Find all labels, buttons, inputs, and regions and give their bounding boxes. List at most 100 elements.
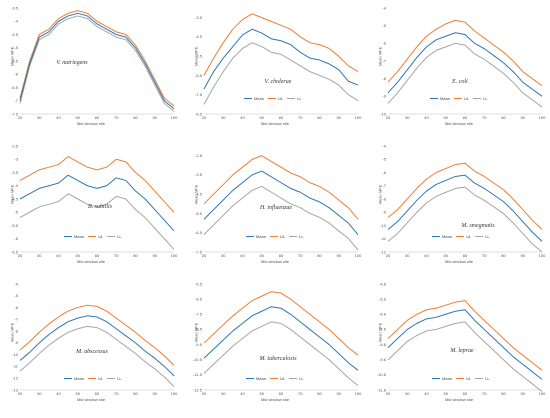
x-tick-label: 30	[405, 391, 410, 396]
x-tick-label: 100	[355, 115, 362, 120]
y-tick-label: -7.5	[195, 92, 203, 97]
x-tick-label: 40	[56, 391, 61, 396]
series-line-ul	[19, 156, 175, 213]
y-axis-label: Mean MFE	[377, 184, 383, 205]
series-line-mean	[387, 309, 543, 380]
x-tick-label: 80	[501, 391, 506, 396]
legend-item-mean: Mean	[246, 376, 266, 381]
series-line-ul	[387, 300, 543, 371]
x-tick-label: 100	[171, 391, 178, 396]
chart-legend: Mean UL LL	[64, 376, 122, 381]
x-tick-label: 20	[202, 115, 207, 120]
chart-panel-7: 20 30 40 50 60 70 80 90 100 -12.5 -11.5 -10.5 -9.5 -8…	[186, 278, 364, 410]
series-line-ll	[387, 42, 543, 108]
series-line-mean	[19, 12, 175, 110]
chart-svg: 20 30 40 50 60 70 80 90 100 -6.5 -6 -5.5 -5 -4.5 -4 -3.…	[11, 143, 178, 258]
y-tick-label: -4	[14, 281, 18, 286]
series-line-ul	[19, 304, 175, 366]
y-tick-label: -7.6	[379, 327, 387, 332]
x-tick-label: 60	[279, 391, 284, 396]
y-tick-label: -10	[380, 223, 387, 228]
legend-swatch	[244, 97, 252, 100]
series-line-ll	[203, 321, 359, 386]
x-tick-label: 60	[463, 253, 468, 258]
chart-title: B. subtilis	[87, 204, 112, 210]
y-axis-label: Mean MFE	[193, 184, 199, 205]
y-tick-label: -5	[14, 45, 18, 50]
x-tick-label: 30	[221, 115, 226, 120]
y-axis-label: Mean MFE	[377, 46, 383, 67]
x-tick-label: 70	[298, 115, 303, 120]
y-axis-label: Mean MFE	[193, 322, 199, 343]
y-tick-label: -7.5	[195, 249, 203, 254]
legend-swatch	[473, 97, 482, 100]
y-tick-label: -7	[14, 317, 18, 322]
legend-label: UL	[466, 376, 472, 381]
y-tick-label: -3.5	[195, 172, 203, 177]
x-tick-label: 50	[76, 253, 81, 258]
y-tick-label: -7.5	[11, 111, 19, 116]
y-tick-label: -5.5	[195, 211, 203, 216]
x-tick-label: 80	[501, 115, 506, 120]
chart-title: M. leprae	[450, 348, 474, 354]
x-tick-label: 90	[521, 115, 526, 120]
x-axis-label: Mid window site	[76, 397, 106, 402]
y-tick-label: -8.5	[195, 111, 203, 116]
chart-panel-5: 20 30 40 50 60 70 80 90 100 -12 -11 -10 -9 -8 -7 -6 -5 -4…	[370, 140, 548, 272]
x-tick-label: 70	[482, 253, 487, 258]
legend-label: LL	[117, 234, 122, 239]
legend-label: LL	[485, 234, 490, 239]
y-tick-label: -5	[14, 210, 18, 215]
chart-svg: 20 30 40 50 60 70 80 90 100 -7.5 -7 -6.5 -6 -5.5 -5 -4.…	[11, 5, 178, 120]
x-tick-label: 70	[114, 115, 119, 120]
chart-title: E. coli	[452, 79, 468, 85]
x-tick-label: 90	[153, 253, 158, 258]
y-tick-label: -7.5	[195, 312, 203, 317]
chart-panel-6: 20 30 40 50 60 70 80 90 100 -13 -12 -11 -10 -9 -8 -7 -6 -…	[2, 278, 180, 410]
x-axis-label: Mid window site	[260, 397, 290, 402]
chart-title: H. influenzae	[260, 205, 292, 211]
x-tick-label: 50	[260, 253, 265, 258]
x-tick-label: 60	[95, 115, 100, 120]
legend-swatch	[270, 235, 279, 238]
y-tick-label: -7	[14, 98, 18, 103]
x-tick-label: 80	[317, 253, 322, 258]
x-tick-label: 30	[221, 253, 226, 258]
legend-item-ll: LL	[287, 96, 302, 101]
x-tick-label: 20	[202, 253, 207, 258]
legend-item-mean: Mean	[64, 234, 84, 239]
x-axis-label: Mid window site	[76, 259, 106, 264]
y-tick-label: -3.5	[11, 5, 19, 10]
legend-swatch	[64, 235, 72, 238]
y-tick-label: -5	[382, 23, 386, 28]
chart-legend: Mean UL LL	[430, 96, 488, 101]
series-line-mean	[19, 315, 175, 377]
legend-label: Mean	[256, 234, 267, 239]
series-line-ul	[203, 155, 359, 220]
chart-panel-2: 20 30 40 50 60 70 80 90 100 -10 -9 -8 -7 -6 -5 -4 Mean …	[370, 2, 548, 134]
x-tick-label: 100	[171, 253, 178, 258]
x-tick-label: 90	[521, 253, 526, 258]
x-tick-label: 40	[56, 253, 61, 258]
series-line-ul	[19, 10, 175, 107]
x-tick-label: 40	[424, 115, 429, 120]
legend-label: UL	[98, 376, 104, 381]
y-tick-label: -2.5	[195, 153, 203, 158]
y-tick-label: -10	[12, 352, 19, 357]
legend-swatch	[475, 377, 484, 380]
x-tick-label: 100	[539, 115, 546, 120]
x-tick-label: 30	[221, 391, 226, 396]
x-tick-label: 90	[153, 115, 158, 120]
y-axis-label: Mean MFE	[9, 322, 15, 343]
legend-item-ul: UL	[88, 376, 103, 381]
legend-swatch	[454, 97, 463, 100]
x-tick-label: 30	[37, 391, 42, 396]
x-tick-label: 50	[444, 115, 449, 120]
x-tick-label: 30	[405, 253, 410, 258]
y-tick-label: -8.5	[195, 327, 203, 332]
chart-legend: Mean UL LL	[432, 376, 490, 381]
y-tick-label: -9.6	[379, 357, 387, 362]
y-tick-label: -2.5	[11, 143, 19, 148]
y-tick-label: -6.5	[11, 249, 19, 254]
chart-title: V. cholerae	[264, 79, 292, 85]
